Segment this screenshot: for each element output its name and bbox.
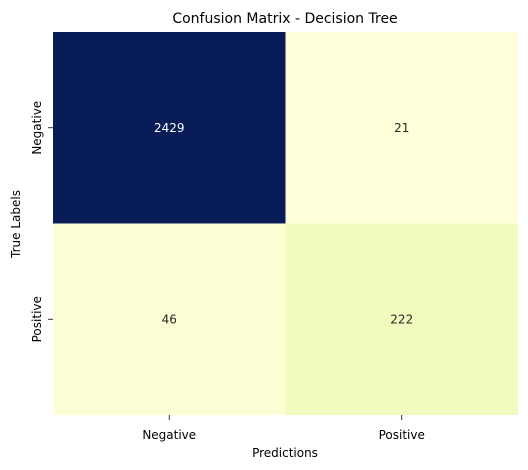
cell-value-label-0-1: 21	[394, 121, 409, 135]
heatmap-cell-1-0	[53, 223, 286, 415]
y-axis-label: True Labels	[9, 190, 23, 259]
cell-value-label-1-0: 46	[162, 312, 177, 326]
y-tick-label-1: Positive	[30, 296, 44, 342]
chart-title: Confusion Matrix - Decision Tree	[172, 11, 397, 27]
x-tick-label-0: Negative	[142, 428, 196, 442]
x-tick-label-1: Positive	[379, 428, 425, 442]
cell-value-label-0-0: 2429	[154, 121, 185, 135]
y-axis-ticks: Negative Positive	[30, 101, 53, 342]
y-tick-label-0: Negative	[30, 101, 44, 155]
heatmap-cell-1-1	[285, 223, 518, 415]
heatmap-cell-0-1	[285, 32, 518, 224]
cell-value-label-1-1: 222	[390, 312, 413, 326]
heatmap-cells	[53, 32, 518, 415]
x-axis-ticks: Negative Positive	[142, 415, 425, 442]
heatmap-cell-labels: 2429 21 46 222	[154, 121, 413, 327]
x-axis-label: Predictions	[252, 446, 318, 460]
heatmap-cell-0-0	[53, 32, 286, 224]
